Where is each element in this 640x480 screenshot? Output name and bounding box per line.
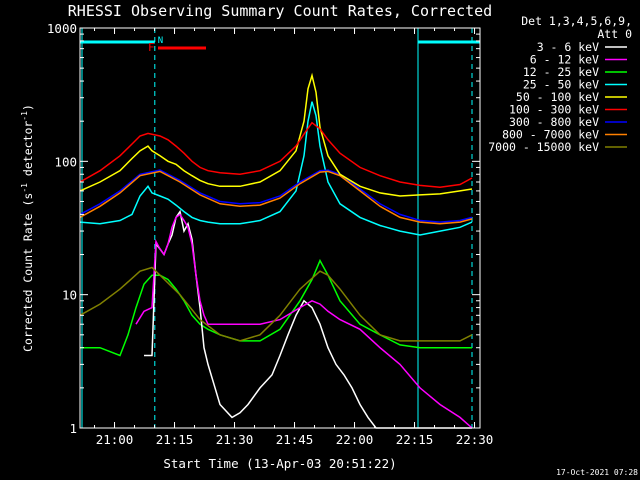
y-axis-label-part-3: ) xyxy=(21,104,35,111)
y-axis-label-sup-1: -1 xyxy=(20,183,29,193)
x-tick-label: 21:45 xyxy=(276,432,314,447)
x-axis-label: Start Time (13-Apr-03 20:51:22) xyxy=(163,456,396,471)
x-tick-label: 21:15 xyxy=(156,432,194,447)
series-line xyxy=(79,266,473,342)
y-tick-label: 10 xyxy=(62,288,77,303)
flare-flag-label: F xyxy=(148,41,155,54)
y-tick-label: 100 xyxy=(54,154,77,169)
legend-label: 12 - 25 keV xyxy=(523,65,599,79)
legend-label: 100 - 300 keV xyxy=(509,103,599,117)
legend-label: 800 - 7000 keV xyxy=(502,128,599,142)
y-axis: 1000 100 10 1 xyxy=(47,21,480,436)
x-axis: 21:00 21:15 21:30 21:45 22:00 22:15 22:30 xyxy=(94,28,494,447)
y-axis-label-sup-2: -1 xyxy=(20,111,29,121)
series-line xyxy=(79,121,473,188)
timestamp: 17-Oct-2021 07:28 xyxy=(556,468,638,477)
legend-header-detectors: Det 1,3,4,5,6,9, xyxy=(521,14,632,28)
night-flag-label: N xyxy=(158,36,163,46)
legend-label: 50 - 100 keV xyxy=(516,90,599,104)
y-tick-label: 1 xyxy=(69,421,77,436)
y-axis-label-part-2: detector xyxy=(21,121,35,183)
legend-label: 3 - 6 keV xyxy=(537,40,599,54)
y-axis-label-part-1: Corrected Count Rate (s xyxy=(21,193,35,352)
series-line xyxy=(79,72,473,197)
series-line xyxy=(79,170,473,225)
series-line xyxy=(79,169,473,223)
legend-label: 6 - 12 keV xyxy=(530,53,599,67)
legend-label: 25 - 50 keV xyxy=(523,78,599,92)
chart-title: RHESSI Observing Summary Count Rates, Co… xyxy=(68,2,492,20)
series-line xyxy=(135,213,473,429)
legend-label: 300 - 800 keV xyxy=(509,115,599,129)
legend-header-attenuator: Att 0 xyxy=(597,27,632,41)
x-tick-label: 22:30 xyxy=(456,432,494,447)
x-tick-label: 21:30 xyxy=(216,432,254,447)
y-tick-label: 1000 xyxy=(47,21,77,36)
x-tick-label: 21:00 xyxy=(96,432,134,447)
x-tick-label: 22:00 xyxy=(336,432,374,447)
plot-frame xyxy=(79,27,481,429)
y-axis-label: Corrected Count Rate (s-1 detector-1) xyxy=(20,104,35,352)
legend-label: 7000 - 15000 keV xyxy=(488,140,599,154)
series-line xyxy=(79,101,473,236)
x-tick-label: 22:15 xyxy=(396,432,434,447)
